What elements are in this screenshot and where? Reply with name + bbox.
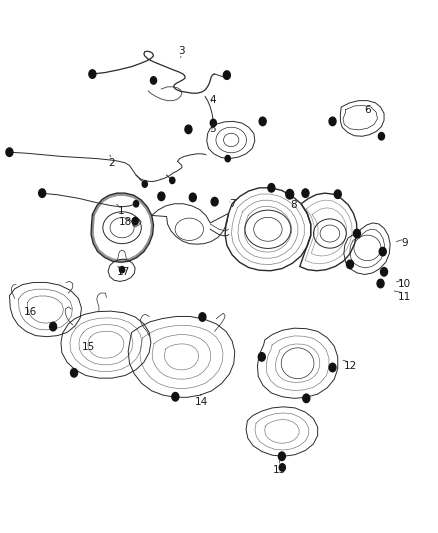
Circle shape xyxy=(170,177,175,183)
Circle shape xyxy=(71,368,78,377)
Circle shape xyxy=(158,192,165,200)
Text: 16: 16 xyxy=(23,306,36,317)
Circle shape xyxy=(286,189,293,199)
Circle shape xyxy=(378,133,385,140)
Text: 7: 7 xyxy=(229,199,235,209)
Circle shape xyxy=(268,183,275,192)
Text: 4: 4 xyxy=(209,95,216,105)
Circle shape xyxy=(258,353,265,361)
Text: 15: 15 xyxy=(81,342,95,352)
Circle shape xyxy=(6,148,13,157)
Text: 8: 8 xyxy=(290,200,297,211)
Text: 2: 2 xyxy=(109,158,115,168)
Circle shape xyxy=(89,70,96,78)
Circle shape xyxy=(302,189,309,197)
Circle shape xyxy=(381,268,388,276)
Circle shape xyxy=(142,181,148,187)
Circle shape xyxy=(329,117,336,126)
Circle shape xyxy=(210,119,216,127)
Circle shape xyxy=(223,71,230,79)
Circle shape xyxy=(172,392,179,401)
Circle shape xyxy=(259,117,266,126)
Circle shape xyxy=(225,156,230,162)
Text: 11: 11 xyxy=(398,292,411,302)
Text: 3: 3 xyxy=(179,46,185,55)
Circle shape xyxy=(120,266,125,273)
Circle shape xyxy=(346,260,353,269)
Text: 1: 1 xyxy=(117,206,124,216)
Text: 12: 12 xyxy=(343,361,357,371)
Circle shape xyxy=(199,313,206,321)
Circle shape xyxy=(303,394,310,402)
Text: 9: 9 xyxy=(401,238,408,247)
Circle shape xyxy=(211,197,218,206)
Circle shape xyxy=(185,125,192,134)
Text: 14: 14 xyxy=(195,397,208,407)
Text: 13: 13 xyxy=(272,465,286,474)
Circle shape xyxy=(39,189,46,197)
Circle shape xyxy=(279,464,286,471)
Circle shape xyxy=(329,364,336,372)
Circle shape xyxy=(279,452,286,461)
Circle shape xyxy=(379,247,386,256)
Circle shape xyxy=(377,279,384,288)
Circle shape xyxy=(150,77,156,84)
Circle shape xyxy=(334,190,341,198)
Circle shape xyxy=(189,193,196,201)
Text: 18: 18 xyxy=(119,217,132,228)
Circle shape xyxy=(49,322,57,331)
Text: 10: 10 xyxy=(398,279,411,288)
Circle shape xyxy=(353,229,360,238)
Circle shape xyxy=(132,217,138,225)
Text: 5: 5 xyxy=(209,124,216,134)
Text: 17: 17 xyxy=(117,267,130,277)
Text: 6: 6 xyxy=(364,104,371,115)
Circle shape xyxy=(134,200,139,207)
